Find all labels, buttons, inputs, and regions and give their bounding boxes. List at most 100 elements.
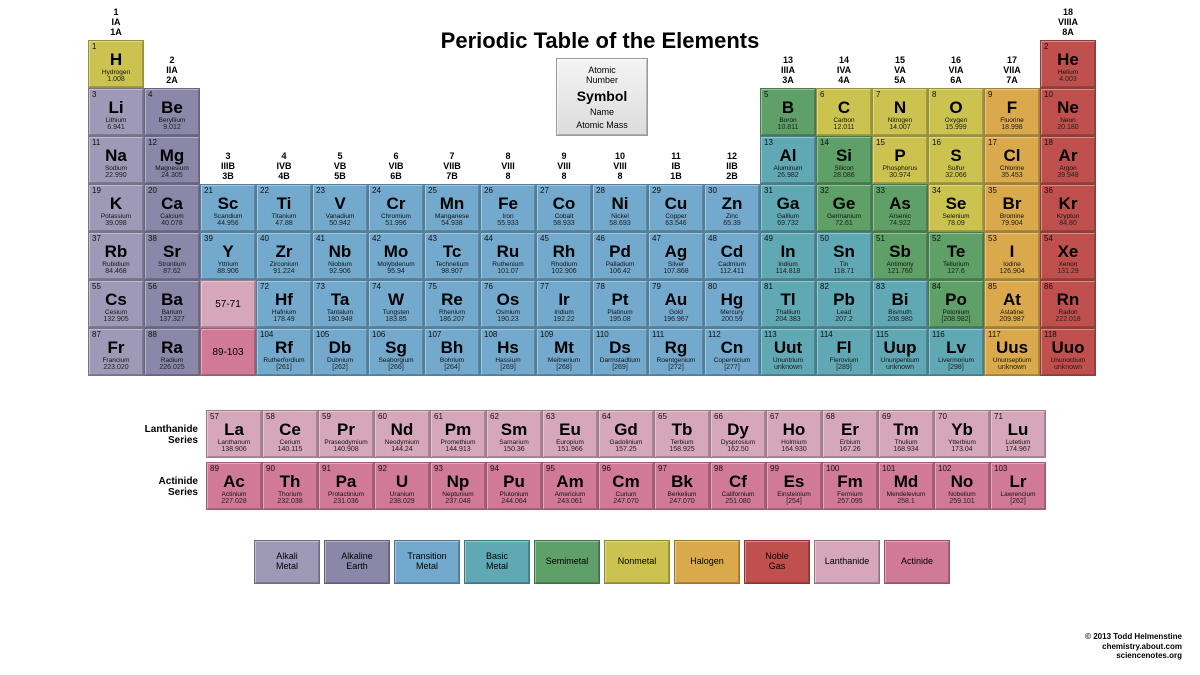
element-mass: 138.906 bbox=[221, 446, 246, 453]
element-mass: 14.007 bbox=[889, 124, 910, 131]
actinide-series-label: Actinide Series bbox=[98, 476, 198, 498]
element-name: Europium bbox=[556, 439, 584, 446]
element-Cm: 96CmCurium247.070 bbox=[598, 462, 654, 510]
atomic-number: 58 bbox=[266, 412, 275, 421]
element-symbol: Ag bbox=[665, 243, 688, 260]
element-symbol: Er bbox=[841, 421, 859, 438]
atomic-number: 59 bbox=[322, 412, 331, 421]
element-Cu: 29CuCopper63.546 bbox=[648, 184, 704, 232]
atomic-number: 33 bbox=[876, 186, 885, 195]
atomic-number: 101 bbox=[882, 464, 895, 473]
element-Se: 34SeSelenium78.09 bbox=[928, 184, 984, 232]
element-Sc: 21ScScandium44.956 bbox=[200, 184, 256, 232]
element-name: Hafnium bbox=[272, 309, 296, 316]
element-symbol: Sg bbox=[385, 339, 407, 356]
element-name: Manganese bbox=[435, 213, 469, 220]
element-name: Californium bbox=[722, 491, 755, 498]
atomic-number: 39 bbox=[204, 234, 213, 243]
atomic-number: 66 bbox=[714, 412, 723, 421]
element-mass: 232.038 bbox=[277, 498, 302, 505]
element-mass: [254] bbox=[786, 498, 802, 505]
atomic-number: 90 bbox=[266, 464, 275, 473]
element-symbol: Ds bbox=[609, 339, 631, 356]
element-name: Selenium bbox=[942, 213, 969, 220]
atomic-number: 116 bbox=[932, 330, 945, 339]
element-Pm: 61PmPromethium144.913 bbox=[430, 410, 486, 458]
element-symbol: Ne bbox=[1057, 99, 1079, 116]
element-mass: 47.88 bbox=[275, 220, 293, 227]
atomic-number: 61 bbox=[434, 412, 443, 421]
atomic-number: 60 bbox=[378, 412, 387, 421]
element-Dy: 66DyDysprosium162.50 bbox=[710, 410, 766, 458]
element-mass: 150.36 bbox=[503, 446, 524, 453]
element-symbol: Ga bbox=[777, 195, 800, 212]
element-name: Niobium bbox=[328, 261, 352, 268]
element-symbol: Lv bbox=[946, 339, 966, 356]
element-name: Iridium bbox=[554, 309, 574, 316]
element-name: Radon bbox=[1058, 309, 1077, 316]
atomic-number: 12 bbox=[148, 138, 157, 147]
element-name: Osmium bbox=[496, 309, 520, 316]
element-symbol: Ge bbox=[833, 195, 856, 212]
element-name: Nickel bbox=[611, 213, 629, 220]
atomic-number: 73 bbox=[316, 282, 325, 291]
element-name: Platinum bbox=[607, 309, 632, 316]
element-symbol: Kr bbox=[1059, 195, 1078, 212]
element-name: Curium bbox=[616, 491, 637, 498]
atomic-number: 106 bbox=[372, 330, 385, 339]
element-symbol: Cu bbox=[665, 195, 688, 212]
element-mass: 32.066 bbox=[945, 172, 966, 179]
element-Fm: 100FmFermium257.095 bbox=[822, 462, 878, 510]
atomic-number: 37 bbox=[92, 234, 101, 243]
element-Cn: 112CnCopernicium[277] bbox=[704, 328, 760, 376]
element-mass: 151.966 bbox=[557, 446, 582, 453]
element-name: Antimony bbox=[886, 261, 913, 268]
atomic-number: 51 bbox=[876, 234, 885, 243]
element-mass: [298] bbox=[948, 364, 964, 371]
element-name: Plutonium bbox=[500, 491, 529, 498]
atomic-number: 10 bbox=[1044, 90, 1053, 99]
element-symbol: As bbox=[889, 195, 911, 212]
lanthanide-series-label: Lanthanide Series bbox=[98, 424, 198, 446]
element-mass: [262] bbox=[332, 364, 348, 371]
element-Hf: 72HfHafnium178.49 bbox=[256, 280, 312, 328]
element-Zr: 40ZrZirconium91.224 bbox=[256, 232, 312, 280]
element-mass: 186.207 bbox=[439, 316, 464, 323]
element-Bi: 83BiBismuth208.980 bbox=[872, 280, 928, 328]
element-Rh: 45RhRhodium102.906 bbox=[536, 232, 592, 280]
element-Nb: 41NbNiobium92.906 bbox=[312, 232, 368, 280]
element-mass: 247.070 bbox=[613, 498, 638, 505]
atomic-number: 19 bbox=[92, 186, 101, 195]
element-name: Lead bbox=[837, 309, 851, 316]
atomic-number: 31 bbox=[764, 186, 773, 195]
element-symbol: Ba bbox=[161, 291, 183, 308]
element-mass: 183.85 bbox=[385, 316, 406, 323]
element-symbol: Lr bbox=[1010, 473, 1027, 490]
element-name: Oxygen bbox=[945, 117, 967, 124]
atomic-number: 81 bbox=[764, 282, 773, 291]
atomic-number: 43 bbox=[428, 234, 437, 243]
element-mass: [266] bbox=[388, 364, 404, 371]
element-symbol: W bbox=[388, 291, 404, 308]
element-symbol: He bbox=[1057, 51, 1079, 68]
atomic-number: 105 bbox=[316, 330, 329, 339]
element-name: Radium bbox=[161, 357, 183, 364]
atomic-number: 8 bbox=[932, 90, 936, 99]
element-W: 74WTungsten183.85 bbox=[368, 280, 424, 328]
element-H: 1HHydrogen1.008 bbox=[88, 40, 144, 88]
element-Db: 105DbDubnium[262] bbox=[312, 328, 368, 376]
element-mass: unknown bbox=[886, 364, 914, 371]
atomic-number: 54 bbox=[1044, 234, 1053, 243]
credit-text: © 2013 Todd Helmenstinechemistry.about.c… bbox=[1085, 632, 1182, 661]
element-symbol: Co bbox=[553, 195, 576, 212]
atomic-number: 26 bbox=[484, 186, 493, 195]
element-name: Helium bbox=[1058, 69, 1078, 76]
element-Fr: 87FrFrancium223.020 bbox=[88, 328, 144, 376]
element-name: Indium bbox=[778, 261, 798, 268]
element-symbol: Mg bbox=[160, 147, 185, 164]
element-symbol: Ac bbox=[223, 473, 245, 490]
element-mass: 243.061 bbox=[557, 498, 582, 505]
element-mass: 84.468 bbox=[105, 268, 126, 275]
element-Co: 27CoCobalt58.933 bbox=[536, 184, 592, 232]
element-name: Arsenic bbox=[889, 213, 911, 220]
